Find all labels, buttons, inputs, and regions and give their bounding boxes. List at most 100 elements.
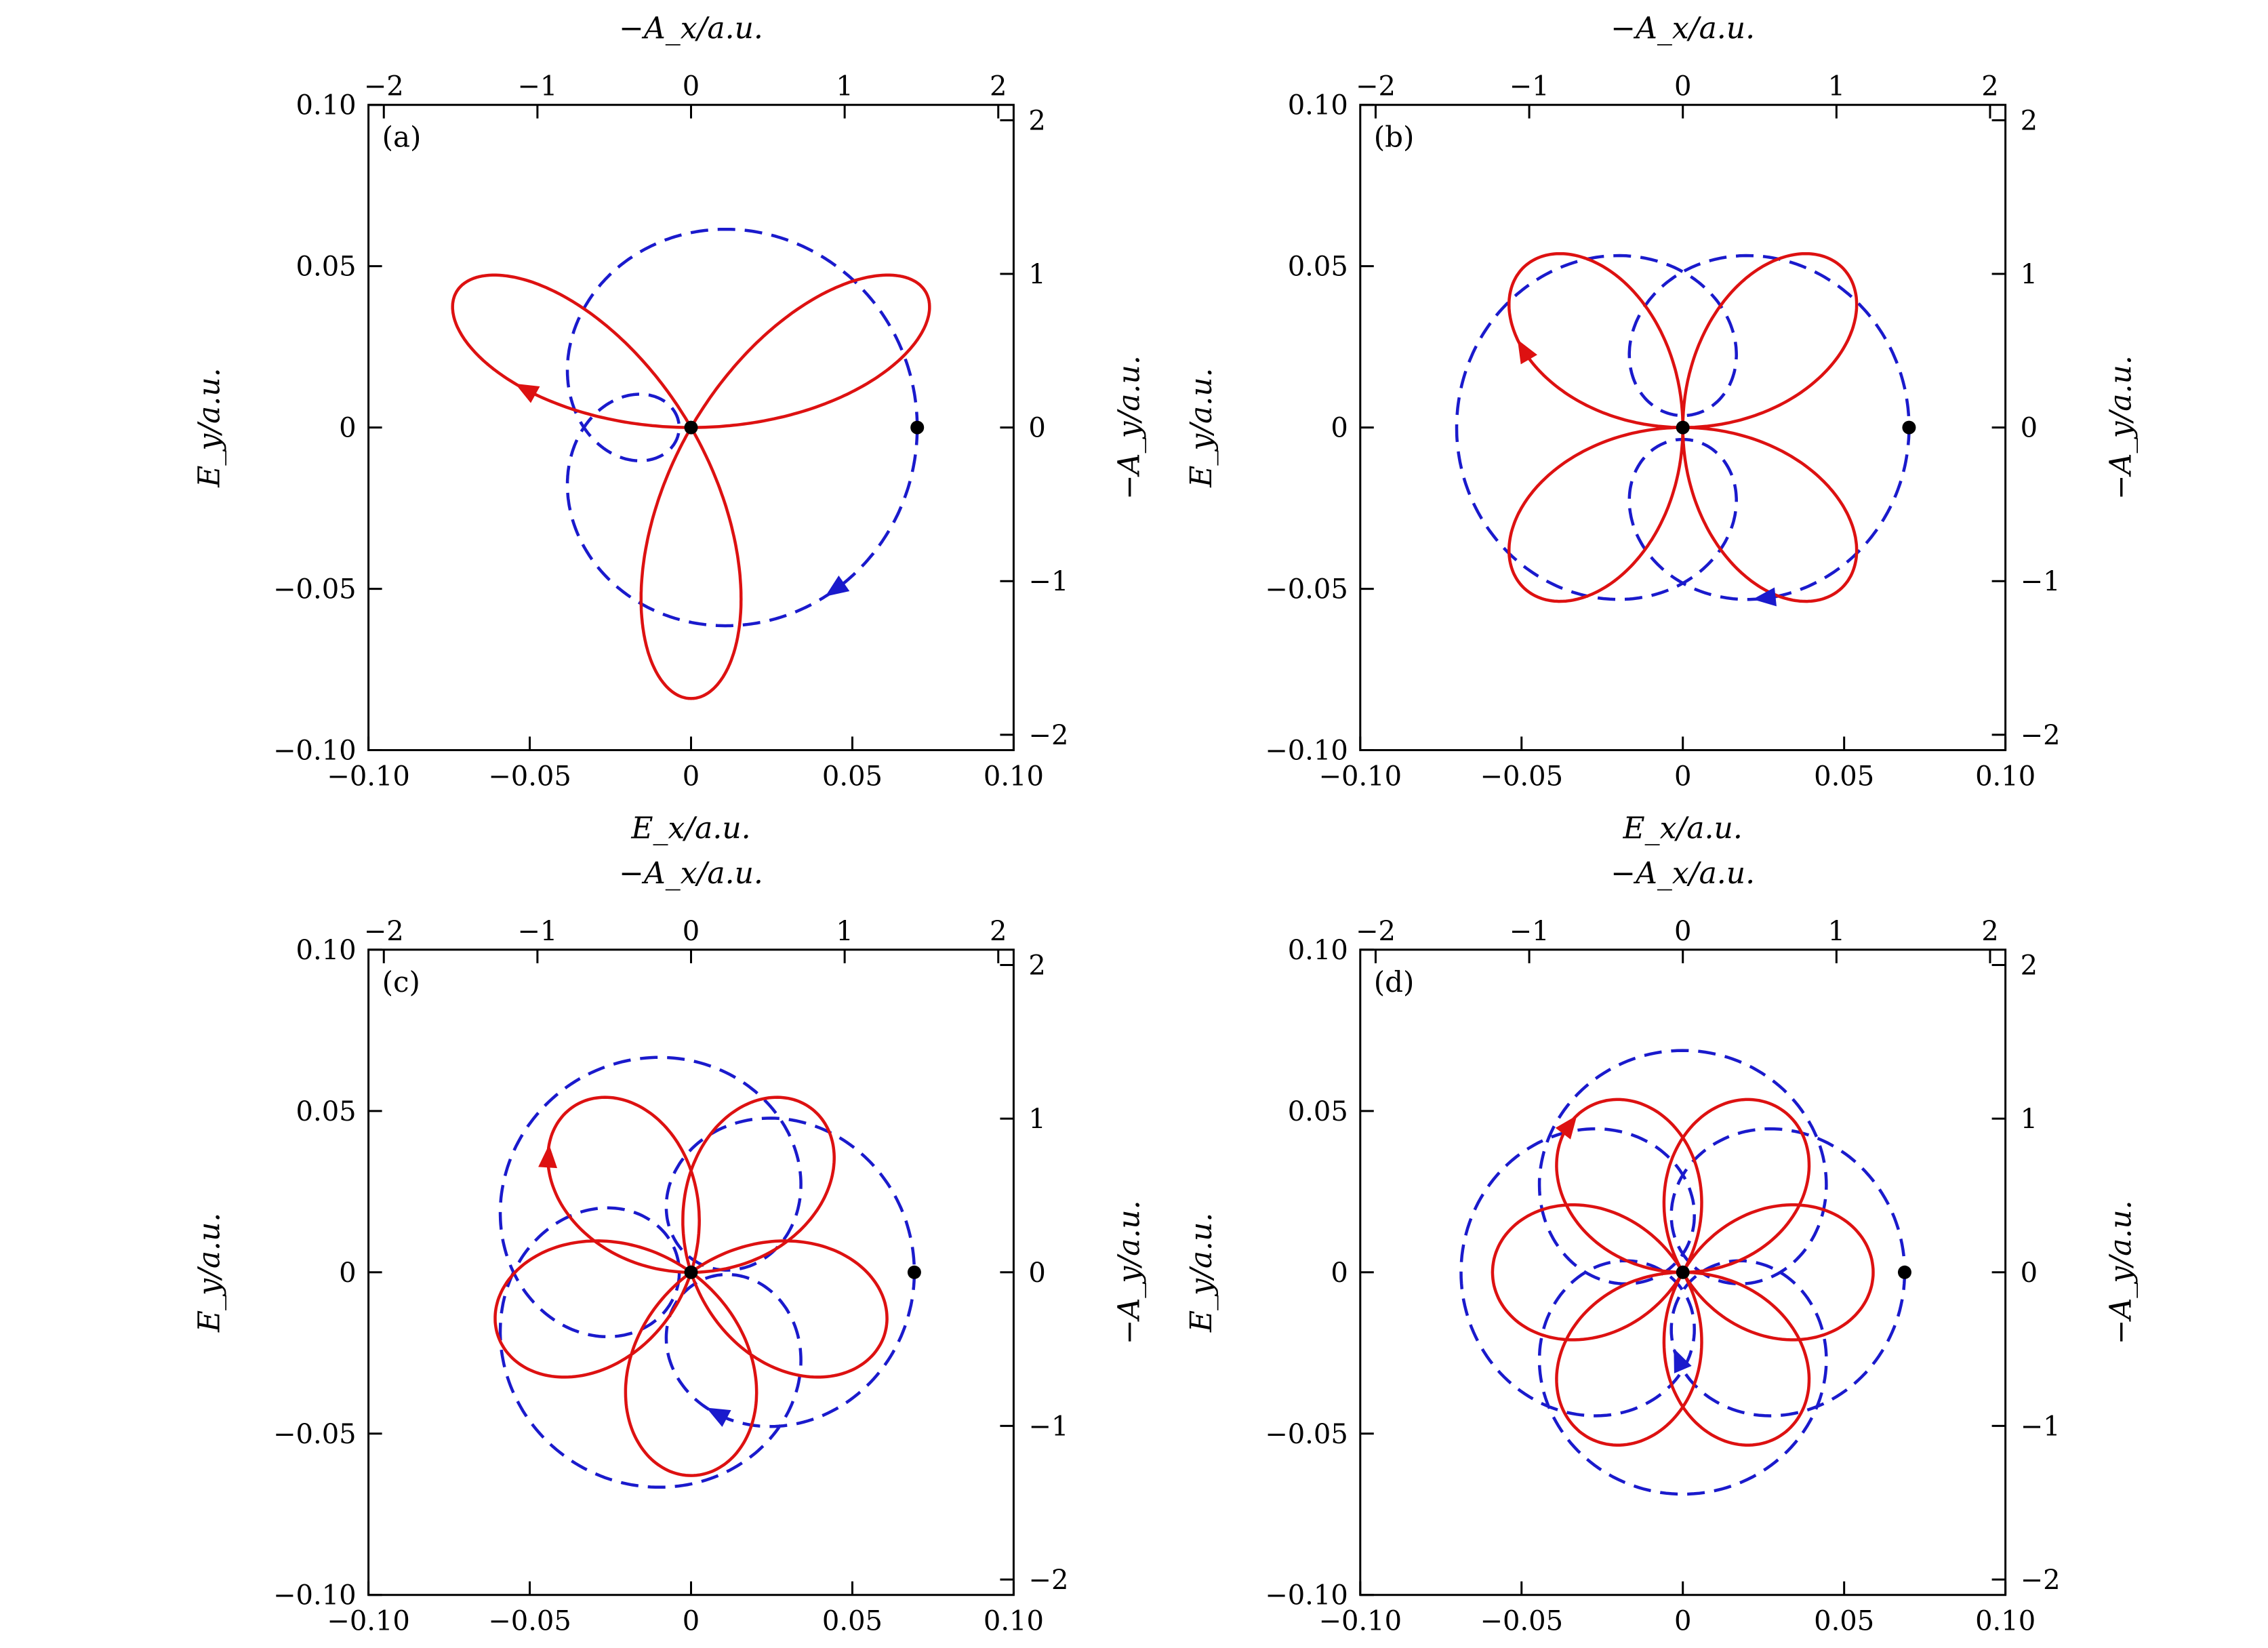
top-tick-label: 1 <box>836 916 853 947</box>
start-marker-electric-field <box>684 420 698 435</box>
series-vector-potential <box>565 227 919 628</box>
right-axis-title: −A_y/a.u. <box>1112 355 1146 500</box>
series-vector-potential <box>1459 1049 1907 1496</box>
bottom-tick-label: 0.10 <box>1975 1606 2036 1637</box>
right-axis-title: −A_y/a.u. <box>2104 1200 2139 1344</box>
arrow-vector-potential <box>825 575 850 597</box>
y-axis-title: E_y/a.u. <box>193 1213 227 1333</box>
bottom-tick-label: 0.10 <box>984 761 1044 792</box>
left-tick-label: 0.10 <box>296 935 357 966</box>
start-marker-vector-potential <box>910 420 925 435</box>
right-tick-label: 1 <box>2021 259 2038 290</box>
left-tick-label: 0.10 <box>1288 935 1348 966</box>
panel-a: −0.10−0.10−0.05−0.05000.050.050.100.10−2… <box>273 71 1068 792</box>
top-tick-label: −2 <box>1356 71 1396 102</box>
left-tick-label: 0.05 <box>296 1096 357 1127</box>
bottom-tick-label: −0.10 <box>1319 761 1402 792</box>
bottom-tick-label: −0.05 <box>488 761 571 792</box>
bottom-tick-label: −0.05 <box>1480 1606 1563 1637</box>
top-tick-label: −1 <box>1510 71 1550 102</box>
left-tick-label: −0.10 <box>273 1580 357 1611</box>
right-tick-label: −2 <box>1028 720 1068 751</box>
top-tick-label: 1 <box>1828 71 1845 102</box>
left-tick-label: 0.10 <box>1288 90 1348 121</box>
bottom-tick-label: 0.05 <box>822 1606 883 1637</box>
right-tick-label: 2 <box>1028 950 1045 982</box>
right-tick-label: 1 <box>2021 1104 2038 1135</box>
arrow-electric-field <box>514 383 540 403</box>
arrow-vector-potential <box>1674 1348 1692 1373</box>
top-tick-label: 2 <box>990 916 1007 947</box>
top-tick-label: −1 <box>517 916 557 947</box>
series-vector-potential <box>1455 254 1911 601</box>
arrow-electric-field <box>1555 1115 1577 1140</box>
top-tick-label: 2 <box>1981 916 1998 947</box>
arrow-vector-potential <box>706 1407 731 1427</box>
right-tick-label: 0 <box>2021 1258 2038 1289</box>
bottom-tick-label: −0.05 <box>1480 761 1563 792</box>
top-tick-label: 1 <box>836 71 853 102</box>
left-tick-label: −0.05 <box>1265 574 1348 605</box>
bottom-tick-label: 0.10 <box>984 1606 1044 1637</box>
left-tick-label: −0.10 <box>1265 1580 1348 1611</box>
start-marker-vector-potential <box>907 1265 921 1279</box>
top-tick-label: 2 <box>1981 71 1998 102</box>
top-tick-label: 0 <box>683 916 700 947</box>
y-axis-title: E_y/a.u. <box>193 367 227 487</box>
right-tick-label: −1 <box>2021 1411 2061 1442</box>
left-tick-label: 0 <box>339 413 356 444</box>
panel-b: −0.10−0.10 −0.05 −0.05 0 0 0.05 0.05 0.10 0.10 −2… <box>1265 71 2060 792</box>
bottom-tick-label: −0.10 <box>327 1606 410 1637</box>
right-tick-label: −2 <box>2021 1565 2061 1596</box>
right-tick-label: 0 <box>1028 413 1045 444</box>
panel-label: (b) <box>1374 121 1415 154</box>
right-tick-label: −1 <box>1028 566 1068 597</box>
left-tick-label: −0.05 <box>273 574 357 605</box>
start-marker-vector-potential <box>1902 420 1916 435</box>
top-tick-label: 2 <box>990 71 1007 102</box>
right-tick-label: 2 <box>2021 950 2038 982</box>
bottom-tick-label: −0.05 <box>488 1606 571 1637</box>
right-axis-title: −A_y/a.u. <box>1112 1200 1146 1344</box>
right-tick-label: 1 <box>1028 1104 1045 1135</box>
bottom-tick-label: −0.10 <box>327 761 410 792</box>
top-tick-label: −2 <box>364 71 404 102</box>
bottom-tick-label: 0.05 <box>1814 761 1874 792</box>
panel-label: (d) <box>1374 965 1415 999</box>
top-tick-label: −1 <box>1510 916 1550 947</box>
x-axis-title: E_x/a.u. <box>630 811 750 846</box>
bottom-tick-label: 0.10 <box>1975 761 2036 792</box>
start-marker-electric-field <box>1676 1265 1690 1279</box>
right-axis-title: −A_y/a.u. <box>2104 355 2139 500</box>
right-tick-label: 0 <box>1028 1258 1045 1289</box>
right-tick-label: 0 <box>2021 413 2038 444</box>
left-tick-label: 0.10 <box>296 90 357 121</box>
left-tick-label: −0.05 <box>1265 1419 1348 1450</box>
bottom-tick-label: 0.05 <box>822 761 883 792</box>
panel-d: −0.10−0.10 −0.05 −0.05 0 0 0.05 0.05 0.10 0.10 −2… <box>1265 916 2060 1637</box>
right-tick-label: 1 <box>1028 259 1045 290</box>
left-tick-label: −0.05 <box>273 1419 357 1450</box>
x-axis-title: E_x/a.u. <box>1623 811 1743 846</box>
right-tick-label: 2 <box>1028 105 1045 136</box>
panel-label: (c) <box>382 965 420 999</box>
left-tick-label: 0.05 <box>296 252 357 283</box>
top-axis-title: −A_x/a.u. <box>1611 12 1755 46</box>
series-electric-field <box>493 1096 889 1477</box>
bottom-tick-label: 0 <box>683 1606 700 1637</box>
arrow-electric-field <box>538 1144 558 1169</box>
top-tick-label: −1 <box>517 71 557 102</box>
top-axis-title: −A_x/a.u. <box>1611 856 1755 891</box>
top-tick-label: 1 <box>1828 916 1845 947</box>
left-tick-label: 0 <box>339 1258 356 1289</box>
top-tick-label: −2 <box>364 916 404 947</box>
start-marker-electric-field <box>1676 420 1690 435</box>
bottom-tick-label: 0.05 <box>1814 1606 1874 1637</box>
bottom-tick-label: 0 <box>1674 1606 1691 1637</box>
right-tick-label: −1 <box>2021 566 2061 597</box>
top-axis-title: −A_x/a.u. <box>619 12 763 46</box>
left-tick-label: 0 <box>1331 413 1348 444</box>
y-axis-title: E_y/a.u. <box>1184 367 1219 487</box>
left-tick-label: −0.10 <box>1265 736 1348 767</box>
